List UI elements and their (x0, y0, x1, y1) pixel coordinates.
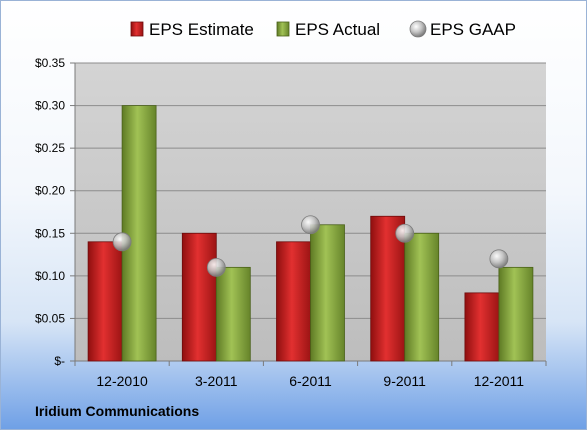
x-tick-label: 6-2011 (289, 373, 332, 389)
legend-swatch (276, 21, 290, 37)
x-tick-label: 12-2010 (96, 373, 148, 389)
marker-eps-gaap (301, 215, 320, 235)
marker-eps-gaap (112, 232, 132, 252)
x-tick-label: 12-2011 (474, 373, 525, 389)
bar-eps-estimate (464, 292, 500, 362)
bar-eps-estimate (181, 232, 217, 362)
legend: EPS Estimate EPS Actual EPS GAAP (130, 20, 516, 39)
bar-eps-actual (498, 266, 534, 362)
y-tick-label: $0.15 (35, 226, 65, 240)
y-tick-label: $0.10 (35, 269, 65, 283)
legend-eps-actual: EPS Actual (276, 20, 380, 39)
legend-marker (409, 20, 427, 38)
y-tick-label: $0.05 (35, 311, 65, 325)
y-tick-label: $0.35 (35, 56, 65, 70)
y-tick-label: $0.30 (35, 99, 65, 113)
bar-eps-actual (310, 224, 345, 362)
plot-area: $- $0.05 $0.10 $0.15 $0.20 $0.25 $0.30 $0.35 12-… (35, 56, 547, 389)
legend-label: EPS GAAP (430, 20, 516, 39)
bar-eps-estimate (87, 241, 123, 362)
y-tick-label: $0.20 (35, 184, 65, 198)
legend-eps-gaap: EPS GAAP (409, 20, 516, 39)
bar-eps-actual (121, 105, 157, 362)
bar-eps-actual (404, 232, 440, 362)
marker-eps-gaap (489, 249, 509, 269)
x-tick-label: 3-2011 (195, 373, 238, 389)
bar-eps-actual (215, 266, 251, 362)
marker-eps-gaap (395, 223, 415, 243)
legend-swatch (130, 21, 144, 37)
legend-eps-estimate: EPS Estimate (130, 20, 254, 39)
legend-label: EPS Actual (295, 20, 380, 39)
marker-eps-gaap (206, 257, 226, 277)
y-tick-label: $0.25 (35, 141, 65, 155)
y-tick-label: $- (54, 354, 65, 368)
x-tick-label: 9-2011 (383, 373, 426, 389)
bar-eps-estimate (276, 241, 311, 362)
company-name: Iridium Communications (35, 403, 200, 419)
legend-label: EPS Estimate (149, 20, 254, 39)
